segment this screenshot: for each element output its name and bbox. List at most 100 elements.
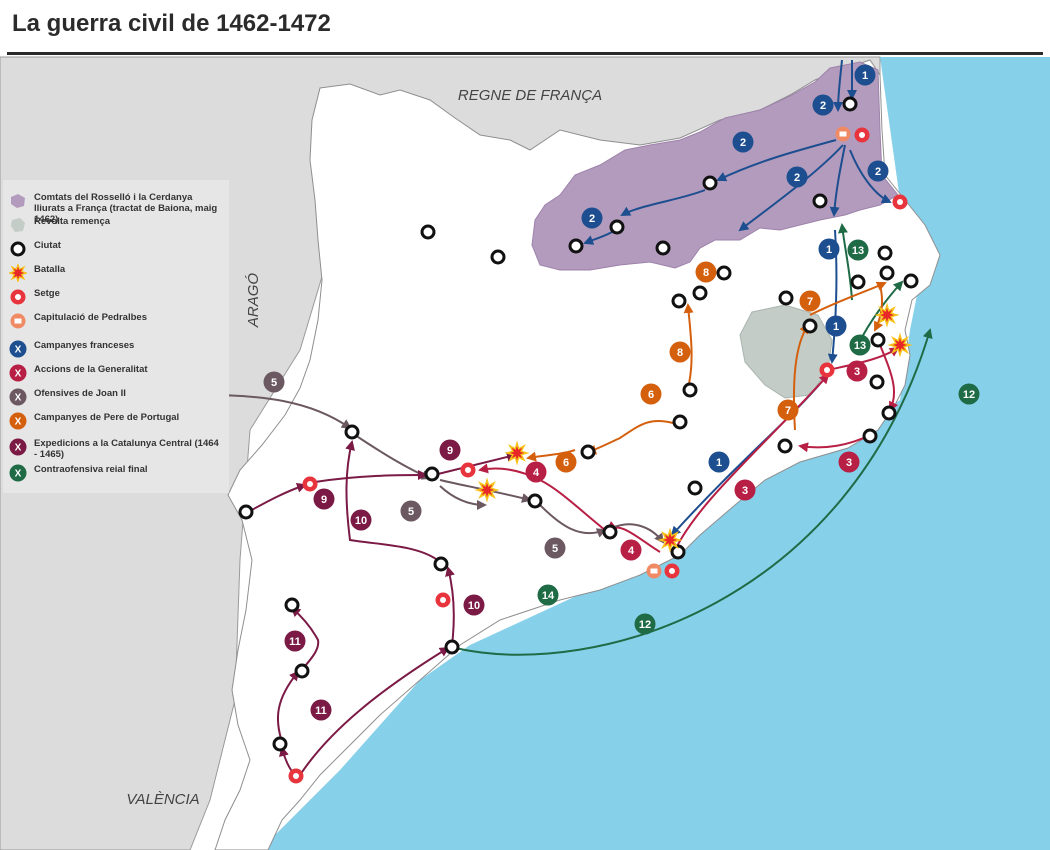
city-marker bbox=[272, 736, 288, 752]
route-badge-number: 1 bbox=[862, 70, 868, 82]
route-badge-number: 12 bbox=[963, 389, 975, 401]
siege-marker-center bbox=[440, 597, 446, 603]
legend-label: Capitulació de Pedralbes bbox=[34, 312, 147, 323]
siege-marker-center bbox=[897, 199, 903, 205]
city-marker bbox=[702, 175, 718, 191]
route-badge-number: 7 bbox=[807, 296, 813, 308]
rossello-swatch-icon bbox=[11, 194, 25, 208]
legend-symbol bbox=[9, 264, 27, 282]
route-badge-number: 6 bbox=[563, 457, 569, 469]
route-badge bbox=[525, 461, 547, 483]
legend-symbol: X bbox=[9, 364, 27, 382]
campaign-swatch-icon bbox=[9, 340, 27, 358]
route-badge-number: 4 bbox=[628, 545, 635, 557]
siege-marker-center bbox=[15, 294, 21, 300]
city-marker bbox=[812, 193, 828, 209]
legend-label: Revolta remença bbox=[34, 216, 111, 227]
city-marker bbox=[568, 238, 584, 254]
legend-symbol bbox=[9, 192, 27, 210]
route-badge bbox=[846, 360, 868, 382]
legend-mark: X bbox=[15, 345, 22, 356]
route-badge-number: 10 bbox=[468, 600, 480, 612]
city-marker bbox=[580, 444, 596, 460]
legend-label: Batalla bbox=[34, 264, 66, 275]
route-badge-number: 5 bbox=[408, 506, 414, 518]
city-marker bbox=[687, 480, 703, 496]
route-badge-number: 2 bbox=[589, 213, 595, 225]
campaign-route bbox=[583, 231, 613, 245]
campaign-route bbox=[526, 449, 576, 462]
campaign-swatch-icon bbox=[9, 412, 27, 430]
legend-label: Ofensives de Joan II bbox=[34, 388, 126, 399]
route-badge bbox=[537, 584, 559, 606]
city-marker bbox=[344, 424, 360, 440]
campaign-route bbox=[833, 59, 844, 112]
route-badge bbox=[786, 166, 808, 188]
route-badge bbox=[854, 64, 876, 86]
france-label: REGNE DE FRANÇA bbox=[458, 87, 602, 104]
siege-marker-center bbox=[824, 367, 830, 373]
legend-mark: X bbox=[15, 393, 22, 404]
route-badge-number: 2 bbox=[794, 172, 800, 184]
route-badge bbox=[310, 699, 332, 721]
siege-marker-center bbox=[307, 481, 313, 487]
campaign-route bbox=[445, 566, 455, 646]
campaign-route bbox=[439, 479, 532, 503]
route-badge-number: 9 bbox=[321, 494, 327, 506]
route-badge-number: 13 bbox=[854, 340, 866, 352]
route-badge bbox=[734, 479, 756, 501]
route-badge bbox=[439, 439, 461, 461]
campaign-route bbox=[437, 452, 517, 475]
route-badge bbox=[640, 383, 662, 405]
campaign-route bbox=[849, 149, 892, 204]
route-badge-number: 6 bbox=[648, 389, 654, 401]
campaign-route bbox=[611, 523, 665, 544]
page-title: La guerra civil de 1462-1472 bbox=[12, 10, 331, 37]
city-marker bbox=[877, 245, 893, 261]
catalonia-land bbox=[214, 59, 941, 850]
campaign-route bbox=[716, 139, 837, 182]
campaign-route bbox=[454, 328, 933, 656]
legend-symbol bbox=[9, 240, 27, 258]
campaign-route bbox=[877, 339, 899, 412]
city-marker bbox=[716, 265, 732, 281]
legend-symbol: X bbox=[9, 412, 27, 430]
route-badge bbox=[544, 537, 566, 559]
capitulation-envelope-icon bbox=[14, 318, 22, 324]
capitulation-envelope-icon bbox=[650, 568, 658, 574]
legend-label: Accions de la Generalitat bbox=[34, 364, 148, 375]
route-badge-number: 2 bbox=[740, 137, 746, 149]
city-marker bbox=[672, 414, 688, 430]
city-marker bbox=[842, 96, 858, 112]
route-badge bbox=[847, 239, 869, 261]
capitulation-envelope-icon bbox=[839, 131, 847, 137]
legend-label: Ciutat bbox=[34, 240, 61, 251]
battle-marker bbox=[474, 477, 500, 503]
route-badge-number: 3 bbox=[742, 485, 748, 497]
city-marker bbox=[424, 466, 440, 482]
route-badge bbox=[263, 371, 285, 393]
campaign-route bbox=[299, 646, 450, 776]
legend-label: Campanyes de Pere de Portugal bbox=[34, 412, 180, 423]
route-badge bbox=[350, 509, 372, 531]
city-marker bbox=[870, 332, 886, 348]
route-badge bbox=[732, 131, 754, 153]
route-badge bbox=[463, 594, 485, 616]
siege-marker-center bbox=[859, 132, 865, 138]
city-marker bbox=[609, 219, 625, 235]
legend-symbol: X bbox=[9, 464, 27, 482]
legend-mark: X bbox=[15, 469, 22, 480]
valencia-label: VALÈNCIA bbox=[126, 791, 199, 808]
route-badge-number: 5 bbox=[552, 543, 558, 555]
campaign-route bbox=[829, 144, 846, 217]
legend-symbol bbox=[9, 312, 27, 330]
route-badge-number: 8 bbox=[703, 267, 709, 279]
legend-item: Batalla bbox=[9, 264, 65, 282]
legend-item: Capitulació de Pedralbes bbox=[9, 312, 147, 330]
legend-item: Setge bbox=[9, 288, 60, 306]
route-badge-number: 11 bbox=[315, 705, 327, 717]
city-marker bbox=[238, 504, 254, 520]
battle-icon bbox=[9, 264, 27, 282]
